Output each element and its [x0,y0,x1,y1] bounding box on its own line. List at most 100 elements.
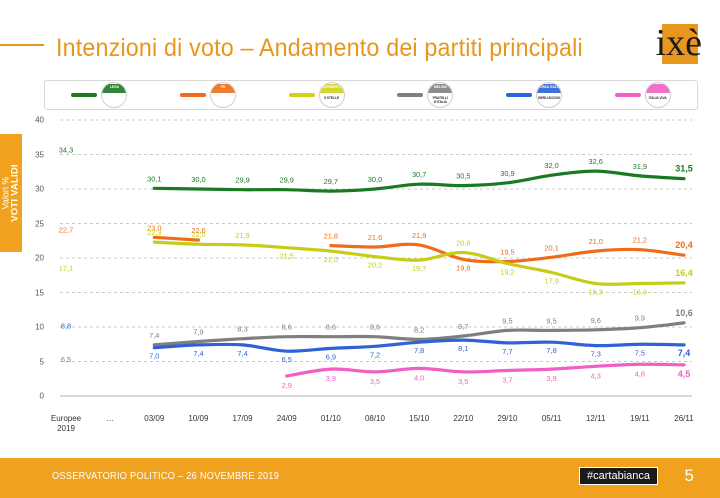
data-label: 7,8 [546,346,556,355]
data-label: 9,5 [502,316,512,325]
data-label: 17,9 [544,276,558,285]
data-label: 8,3 [237,325,247,334]
legend-swatch [505,93,532,97]
data-label: 8,8 [61,321,71,330]
y-tick-5: 5 [39,357,44,366]
data-label: 3,5 [370,377,380,386]
data-label: 19,7 [412,264,426,273]
y-tick-20: 20 [35,253,44,263]
data-label: 29,9 [235,176,249,185]
legend-badge-bottom: FRATELLI D'ITALIA [432,96,448,104]
party-logo-badge: LEGA SALVINI [101,82,128,108]
logo-square [662,24,698,64]
data-label: 21,0 [589,237,603,246]
data-label: 31,9 [633,162,647,171]
x-tick-0: Europee 2019 [50,414,82,433]
data-label: 7,2 [370,350,380,359]
y-axis-label: Valori % VOTI VALIDI [0,134,22,252]
data-label: 20,2 [368,261,382,270]
data-label: 3,9 [326,374,336,383]
series-forza-italia-berlusconi: 8,8 7,0 7,4 7,4 6,5 6,9 7,2 7,8 8,1 7,7 7,8 7,3 7,5 7… [61,321,690,364]
header-rule [0,44,44,46]
data-label: 4,0 [414,373,424,382]
x-tick-7: 08/10 [364,414,386,423]
x-tick-5: 24/09 [276,414,297,423]
data-label: 16,4 [675,268,693,278]
data-label: 29,7 [324,177,338,186]
x-tick-11: 05/11 [541,414,562,423]
legend-badge-top: PD [220,85,226,89]
data-label: 19,2 [500,268,514,277]
legend-badge-bottom: BERLUSCONI [538,96,560,100]
data-label: 6,5 [61,355,71,364]
x-tick-14: 26/11 [674,414,694,423]
data-label: 22,3 [147,228,161,237]
y-tick-15: 15 [35,288,44,297]
x-tick-3: 10/09 [188,414,209,423]
data-label: 20,4 [675,240,693,250]
data-label: 21,9 [235,231,249,240]
slide-footer: OSSERVATORIO POLITICO – 26 NOVEMBRE 2019… [0,458,720,498]
page-number: 5 [684,466,694,485]
data-label: 21,0 [324,255,338,264]
data-label: 21,2 [633,236,647,245]
legend-badge-top: MOVIMENTO [321,85,342,89]
series-italia-viva: 2,9 3,9 3,5 4,0 3,5 3,7 3,9 4,3 4,6 4,5 [282,362,690,390]
series-partito-democratico: 22,7 23,0 22,6 21,8 21,6 21,9 19,8 19,5 20,1 21,0… [59,223,693,272]
x-tick-1: … [106,414,115,423]
data-label: 16,3 [589,288,603,297]
data-label: 30,0 [368,175,382,184]
data-label: 6,5 [282,355,292,364]
data-label: 7,9 [193,327,203,336]
data-label: 22,6 [191,226,205,235]
x-tick-2: 03/09 [144,414,165,423]
data-label: 4,3 [591,371,601,380]
legend-badge-bottom: ITALIA VIVA [648,96,667,100]
party-logo-badge: FORZA ITALIA BERLUSCONI [535,82,562,108]
data-label: 8,2 [414,325,424,334]
data-label: 34,3 [59,145,73,154]
data-label: 19,8 [456,263,470,272]
y-tick-10: 10 [35,322,44,332]
data-label: 21,6 [368,233,382,242]
data-label: 20,8 [456,238,470,247]
data-label: 22,7 [59,225,73,234]
data-label: 7,4 [237,349,247,358]
line-chart: 34,3 30,1 30,0 29,9 29,9 29,7 30,0 30,7 30,5 30,9… [44,114,698,410]
data-label: 7,7 [502,347,512,356]
data-label: 29,9 [280,176,294,185]
data-label: 32,6 [589,157,603,166]
data-label: 2,9 [282,381,292,390]
chart-svg: 34,3 30,1 30,0 29,9 29,9 29,7 30,0 30,7 30,5 30,9… [59,119,693,397]
data-label: 9,9 [635,314,645,323]
x-tick-12: 12/11 [585,414,606,423]
x-tick-8: 15/10 [409,414,430,423]
y-tick-25: 25 [35,219,44,228]
data-label: 8,6 [370,323,380,332]
legend-item-6: ITALIA VIVA [614,82,671,108]
data-label: 8,6 [326,323,336,332]
data-label: 7,3 [591,350,601,359]
x-tick-6: 01/10 [320,414,341,423]
data-label: 7,4 [678,348,691,358]
data-label: 8,7 [458,322,468,331]
data-label: 32,0 [544,161,558,170]
data-label: 30,9 [500,169,514,178]
legend-swatch [397,93,424,97]
data-label: 31,5 [675,164,693,174]
series-lega-salvini: 34,3 30,1 30,0 29,9 29,9 29,7 30,0 30,7 30,5 30,9… [59,145,693,193]
data-label: 8,6 [282,323,292,332]
data-label: 21,9 [412,231,426,240]
data-label: 9,5 [546,316,556,325]
y-tick-35: 35 [35,150,44,159]
legend-swatch [614,93,641,97]
legend-item-1: LEGA SALVINI [71,82,128,108]
data-label: 21,5 [280,252,294,261]
data-label: 4,6 [635,369,645,378]
legend-swatch [179,93,206,97]
data-label: 17,1 [59,264,73,273]
data-label: 22,0 [191,230,205,239]
data-label: 30,7 [412,170,426,179]
data-label: 3,9 [546,374,556,383]
data-label: 10,6 [675,308,693,318]
